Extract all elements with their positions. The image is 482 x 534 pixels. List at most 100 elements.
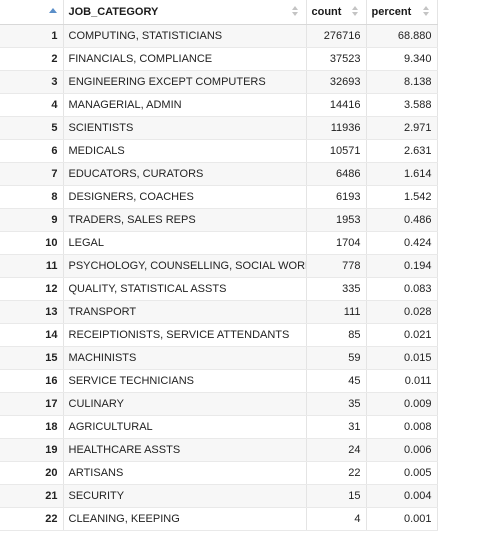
row-index: 4 (0, 93, 64, 117)
column-header-percent[interactable]: percent (366, 0, 438, 25)
job-category-cell: DESIGNERS, COACHES (63, 185, 307, 209)
table-row: 1 COMPUTING, STATISTICIANS 276716 68.880 (0, 24, 438, 48)
count-cell: 31 (306, 415, 367, 439)
table-row: 21 SECURITY 15 0.004 (0, 484, 438, 508)
count-cell: 6486 (306, 162, 367, 186)
table-row: 7 EDUCATORS, CURATORS 6486 1.614 (0, 162, 438, 186)
table-row: 6 MEDICALS 10571 2.631 (0, 139, 438, 163)
job-category-cell: MACHINISTS (63, 346, 307, 370)
table-row: 22 CLEANING, KEEPING 4 0.001 (0, 507, 438, 531)
job-category-cell: QUALITY, STATISTICAL ASSTS (63, 277, 307, 301)
row-index: 2 (0, 47, 64, 71)
job-category-cell: RECEIPTIONISTS, SERVICE ATTENDANTS (63, 323, 307, 347)
row-index: 6 (0, 139, 64, 163)
job-category-cell: CLEANING, KEEPING (63, 507, 307, 531)
count-cell: 37523 (306, 47, 367, 71)
percent-cell: 8.138 (366, 70, 438, 94)
percent-cell: 0.001 (366, 507, 438, 531)
count-cell: 35 (306, 392, 367, 416)
table-row: 17 CULINARY 35 0.009 (0, 392, 438, 416)
percent-cell: 1.614 (366, 162, 438, 186)
count-cell: 335 (306, 277, 367, 301)
percent-cell: 0.009 (366, 392, 438, 416)
sort-ascending-icon (48, 8, 57, 13)
row-index: 5 (0, 116, 64, 140)
table-row: 18 AGRICULTURAL 31 0.008 (0, 415, 438, 439)
percent-cell: 0.021 (366, 323, 438, 347)
table-row: 9 TRADERS, SALES REPS 1953 0.486 (0, 208, 438, 232)
count-cell: 10571 (306, 139, 367, 163)
table-row: 16 SERVICE TECHNICIANS 45 0.011 (0, 369, 438, 393)
table-row: 15 MACHINISTS 59 0.015 (0, 346, 438, 370)
job-category-cell: PSYCHOLOGY, COUNSELLING, SOCIAL WORKS (63, 254, 307, 278)
count-cell: 111 (306, 300, 367, 324)
job-category-cell: CULINARY (63, 392, 307, 416)
row-index: 21 (0, 484, 64, 508)
row-index: 19 (0, 438, 64, 462)
job-category-cell: SECURITY (63, 484, 307, 508)
sort-both-icon (351, 6, 360, 18)
row-index: 8 (0, 185, 64, 209)
column-header-job-category[interactable]: JOB_CATEGORY (63, 0, 307, 25)
percent-cell: 0.006 (366, 438, 438, 462)
column-header-count[interactable]: count (306, 0, 367, 25)
table-row: 4 MANAGERIAL, ADMIN 14416 3.588 (0, 93, 438, 117)
table-row: 12 QUALITY, STATISTICAL ASSTS 335 0.083 (0, 277, 438, 301)
percent-cell: 0.194 (366, 254, 438, 278)
job-category-cell: MEDICALS (63, 139, 307, 163)
row-index: 12 (0, 277, 64, 301)
count-cell: 1704 (306, 231, 367, 255)
job-category-cell: ENGINEERING EXCEPT COMPUTERS (63, 70, 307, 94)
table-row: 8 DESIGNERS, COACHES 6193 1.542 (0, 185, 438, 209)
row-index: 9 (0, 208, 64, 232)
row-index: 15 (0, 346, 64, 370)
row-index: 20 (0, 461, 64, 485)
data-table: JOB_CATEGORY count percent 1 COMPUTING, S… (0, 0, 438, 531)
count-cell: 14416 (306, 93, 367, 117)
table-row: 10 LEGAL 1704 0.424 (0, 231, 438, 255)
table-row: 14 RECEIPTIONISTS, SERVICE ATTENDANTS 85 0.… (0, 323, 438, 347)
table-row: 3 ENGINEERING EXCEPT COMPUTERS 32693 8.138 (0, 70, 438, 94)
count-cell: 6193 (306, 185, 367, 209)
percent-cell: 0.486 (366, 208, 438, 232)
table-row: 19 HEALTHCARE ASSTS 24 0.006 (0, 438, 438, 462)
job-category-cell: HEALTHCARE ASSTS (63, 438, 307, 462)
row-index: 13 (0, 300, 64, 324)
job-category-cell: ARTISANS (63, 461, 307, 485)
percent-cell: 2.631 (366, 139, 438, 163)
job-category-cell: TRADERS, SALES REPS (63, 208, 307, 232)
count-cell: 59 (306, 346, 367, 370)
count-cell: 24 (306, 438, 367, 462)
column-header-count-label: count (311, 6, 342, 18)
table-row: 13 TRANSPORT 111 0.028 (0, 300, 438, 324)
percent-cell: 2.971 (366, 116, 438, 140)
count-cell: 45 (306, 369, 367, 393)
count-cell: 15 (306, 484, 367, 508)
count-cell: 11936 (306, 116, 367, 140)
job-category-cell: COMPUTING, STATISTICIANS (63, 24, 307, 48)
row-index: 18 (0, 415, 64, 439)
row-index: 14 (0, 323, 64, 347)
percent-cell: 1.542 (366, 185, 438, 209)
job-category-cell: SERVICE TECHNICIANS (63, 369, 307, 393)
row-index: 22 (0, 507, 64, 531)
table-row: 20 ARTISANS 22 0.005 (0, 461, 438, 485)
job-category-cell: AGRICULTURAL (63, 415, 307, 439)
table-row: 11 PSYCHOLOGY, COUNSELLING, SOCIAL WORKS 7… (0, 254, 438, 278)
percent-cell: 0.424 (366, 231, 438, 255)
job-category-cell: SCIENTISTS (63, 116, 307, 140)
percent-cell: 0.028 (366, 300, 438, 324)
count-cell: 276716 (306, 24, 367, 48)
count-cell: 85 (306, 323, 367, 347)
sort-both-icon (422, 6, 431, 18)
row-index: 10 (0, 231, 64, 255)
column-header-job-category-label: JOB_CATEGORY (68, 6, 159, 18)
row-index: 1 (0, 24, 64, 48)
row-index: 3 (0, 70, 64, 94)
column-header-index[interactable] (0, 0, 64, 25)
table-row: 5 SCIENTISTS 11936 2.971 (0, 116, 438, 140)
percent-cell: 0.005 (366, 461, 438, 485)
table-header: JOB_CATEGORY count percent (0, 0, 438, 25)
